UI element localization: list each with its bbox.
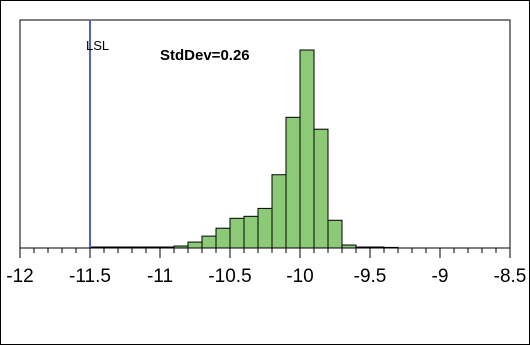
histogram-bar — [272, 175, 286, 248]
stddev-annotation: StdDev=0.26 — [160, 47, 250, 64]
x-tick-label: -9.5 — [354, 266, 387, 287]
histogram-bar — [314, 129, 328, 248]
x-tick-label: -8.5 — [494, 266, 527, 287]
histogram-bar — [286, 117, 300, 248]
histogram-bar — [244, 216, 258, 248]
x-tick-label: -10 — [286, 266, 313, 287]
histogram-bar — [258, 208, 272, 248]
histogram-bar — [230, 218, 244, 248]
x-tick-label: -12 — [6, 266, 33, 287]
x-tick-label: -9 — [432, 266, 449, 287]
x-tick-label: -11.5 — [69, 266, 111, 287]
x-axis-tick-labels: -12 -11.5 -11 -10.5 -10 -9.5 -9 -8.5 — [6, 266, 526, 287]
x-axis-ticks — [20, 248, 510, 258]
histogram-bar — [202, 236, 216, 248]
lsl-label: LSL — [86, 38, 109, 53]
histogram-bar — [328, 220, 342, 248]
x-tick-label: -11 — [147, 266, 173, 287]
histogram-bar — [188, 242, 202, 248]
histogram-bar — [216, 228, 230, 248]
x-tick-label: -10.5 — [208, 266, 251, 287]
histogram-bar — [300, 50, 314, 248]
